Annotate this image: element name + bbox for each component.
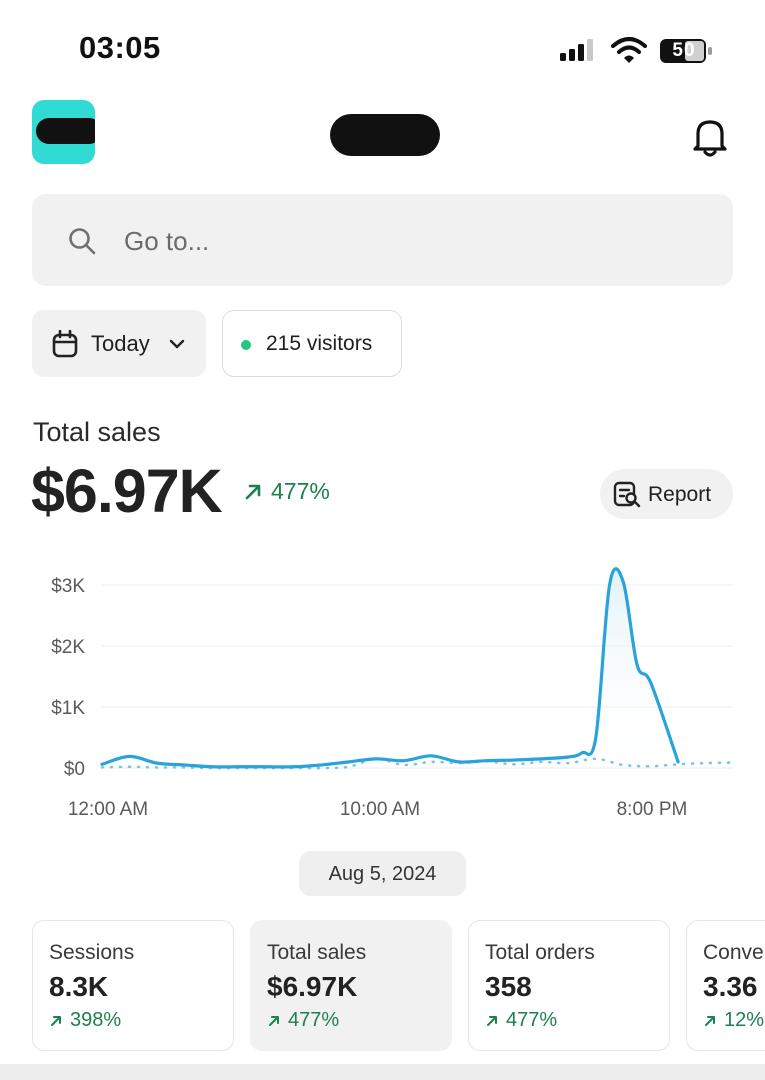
trend-up-arrow-icon	[269, 1015, 279, 1026]
search-icon	[69, 228, 96, 255]
metric-change-value: 477%	[288, 1009, 340, 1031]
battery-level: 50	[672, 40, 696, 61]
series-area	[102, 568, 679, 768]
bottom-divider	[0, 1064, 765, 1080]
trend-up-arrow-icon	[245, 484, 261, 499]
trend-up-arrow-icon	[51, 1015, 61, 1026]
y-tick-label: $1K	[51, 698, 85, 719]
metric-change-value: 398%	[70, 1009, 122, 1031]
visitors-label: 215 visitors	[266, 332, 373, 355]
y-tick-label: $2K	[51, 637, 85, 658]
search-input[interactable]	[122, 218, 686, 264]
metric-value: 8.3K	[49, 971, 109, 1002]
y-tick-label: $0	[64, 759, 85, 780]
total-sales-change: 477%	[243, 478, 330, 505]
date-range-label: Today	[91, 331, 150, 356]
store-logo[interactable]	[32, 100, 95, 164]
report-button[interactable]: Report	[600, 469, 733, 519]
metric-title: Total sales	[267, 941, 367, 964]
live-visitors-button[interactable]: 215 visitors	[222, 310, 402, 377]
store-name-redacted[interactable]	[330, 114, 440, 156]
trend-up-arrow-icon	[487, 1015, 497, 1026]
x-tick-label: 10:00 AM	[340, 799, 420, 820]
search-bar[interactable]	[32, 194, 733, 286]
metric-change: 477%	[485, 1009, 557, 1032]
metric-change: 477%	[267, 1009, 339, 1032]
total-sales-change-value: 477%	[271, 478, 330, 504]
cellular-signal-icon	[560, 39, 593, 61]
battery-indicator: 50	[659, 37, 713, 65]
metric-change: 398%	[49, 1009, 121, 1032]
redacted-overlay	[36, 118, 95, 144]
metric-card-sessions[interactable]: Sessions 8.3K 398%	[32, 920, 234, 1051]
report-search-icon	[613, 481, 641, 508]
battery-icon	[660, 39, 712, 63]
x-tick-label: 12:00 AM	[68, 799, 148, 820]
metric-title: Conve	[703, 941, 764, 964]
chart-date-label: Aug 5, 2024	[299, 851, 466, 896]
date-range-button[interactable]: Today	[32, 310, 206, 377]
metric-change: 12%	[703, 1009, 764, 1032]
status-time: 03:05	[79, 30, 161, 65]
metric-card-total-sales[interactable]: Total sales $6.97K 477%	[250, 920, 452, 1051]
x-tick-label: 8:00 PM	[617, 799, 688, 820]
chevron-down-icon	[169, 339, 185, 349]
metric-title: Sessions	[49, 941, 135, 964]
wifi-icon	[611, 37, 647, 63]
sales-line-chart[interactable]: $3K $2K $1K $0 12:00 AM 10:00 AM 8:00 PM	[0, 550, 765, 830]
metric-title: Total orders	[485, 941, 595, 964]
metric-card-conversion[interactable]: Conve 3.36 12%	[686, 920, 765, 1051]
y-tick-label: $3K	[51, 576, 85, 597]
metric-value: 358	[485, 971, 532, 1002]
total-sales-value: $6.97K	[31, 457, 223, 525]
metric-change-value: 477%	[506, 1009, 558, 1031]
trend-up-arrow-icon	[705, 1015, 715, 1026]
metric-change-value: 12%	[724, 1009, 765, 1031]
live-dot-icon	[241, 340, 251, 350]
chart-date-text: Aug 5, 2024	[328, 863, 437, 885]
metric-value: $6.97K	[267, 971, 358, 1002]
metric-card-total-orders[interactable]: Total orders 358 477%	[468, 920, 670, 1051]
notifications-bell-icon[interactable]	[690, 116, 730, 158]
metric-value: 3.36	[703, 971, 758, 1002]
sales-series-line	[100, 567, 680, 769]
calendar-icon	[52, 330, 78, 358]
total-sales-title: Total sales	[33, 417, 161, 447]
report-label: Report	[648, 483, 712, 506]
